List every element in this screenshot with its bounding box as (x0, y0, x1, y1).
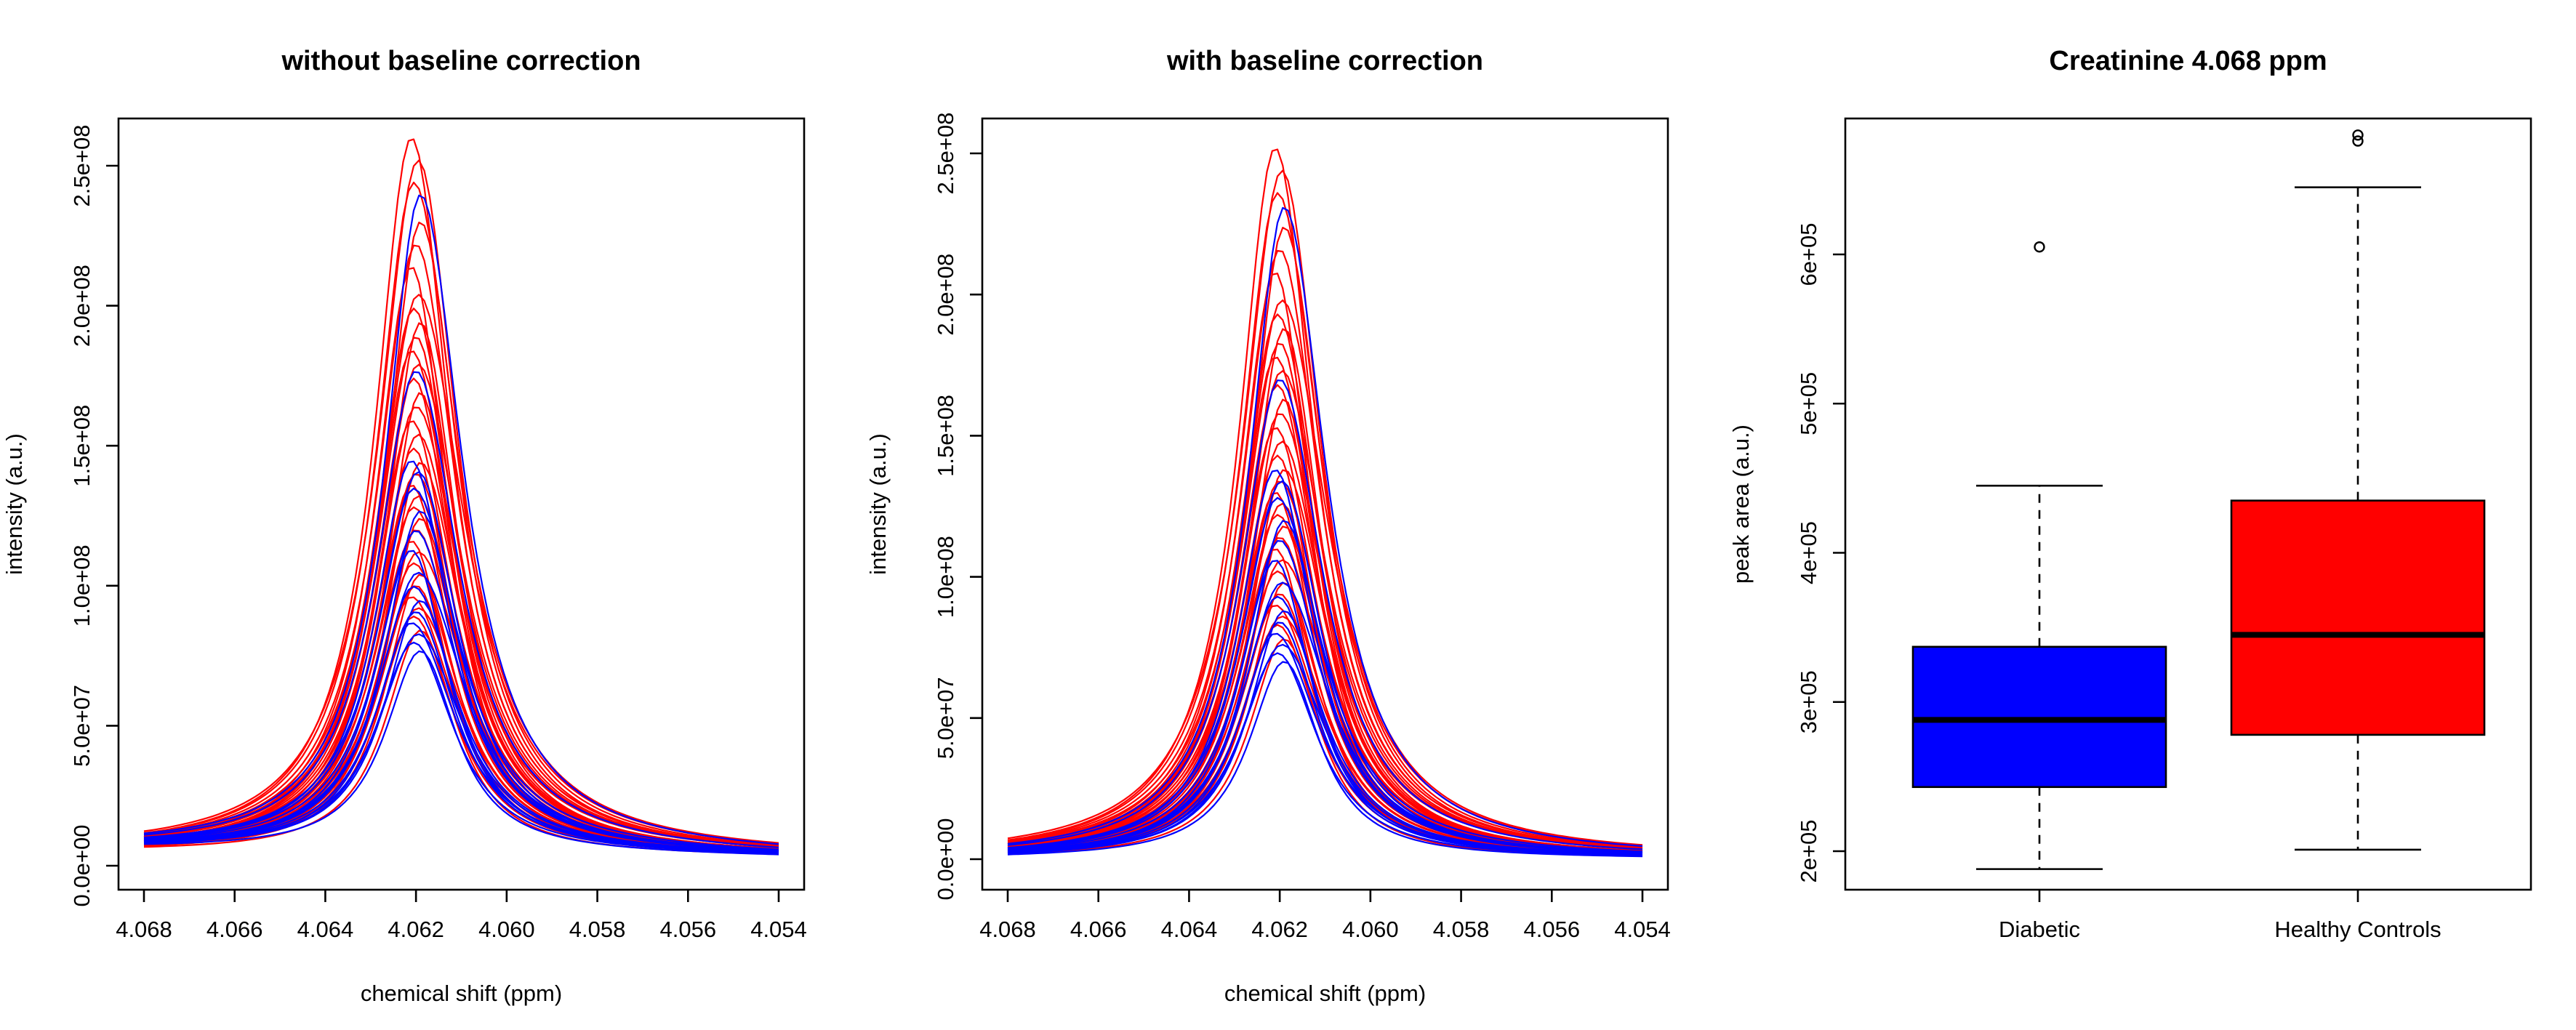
x-tick-label-1-5: 4.058 (1433, 917, 1490, 942)
diabetic-spectrum-line (1007, 470, 1643, 854)
x-axis-label-0: chemical shift (ppm) (361, 981, 562, 1006)
diabetic-spectrum-line (143, 585, 779, 853)
healthy-spectrum-line (1007, 273, 1643, 852)
x-tick-label-0-4: 4.060 (478, 917, 535, 942)
diabetic-spectrum-line (1007, 560, 1643, 856)
healthy-spectrum-line (143, 244, 779, 847)
x-tick-label-0-2: 4.064 (297, 917, 354, 942)
spectra-group-0 (143, 138, 779, 856)
x-tick-label-1-2: 4.064 (1161, 917, 1218, 942)
y-axis-label-2: peak area (a.u.) (1728, 425, 1754, 584)
y-tick-label-1-0: 0.0e+00 (933, 818, 958, 901)
chart-title-2: Creatinine 4.068 ppm (2049, 46, 2327, 76)
healthy-spectrum-line (1007, 192, 1643, 846)
y-tick-label-2-2: 4e+05 (1796, 521, 1821, 584)
healthy-spectrum-line (143, 159, 779, 846)
y-tick-label-1-4: 2.0e+08 (933, 254, 958, 336)
y-tick-label-2-1: 3e+05 (1796, 670, 1821, 733)
chart-title-1: with baseline correction (1166, 46, 1483, 76)
diabetic-spectrum-line (143, 487, 779, 850)
chart-title-0: without baseline correction (281, 46, 641, 76)
healthy-outlier-point (2352, 135, 2364, 147)
healthy-spectrum-line (143, 294, 779, 845)
spectra-group-1 (1007, 148, 1643, 858)
healthy-spectrum-line (143, 181, 779, 844)
diabetic-spectrum-line (1007, 480, 1643, 853)
healthy-box (2230, 499, 2486, 736)
y-tick-label-1-2: 1.0e+08 (933, 536, 958, 618)
healthy-outlier-point (2352, 129, 2364, 141)
y-tick-label-0-1: 5.0e+07 (69, 685, 95, 767)
category-label-healthy: Healthy Controls (2274, 917, 2441, 942)
y-tick-label-0-5: 2.5e+08 (69, 125, 95, 207)
healthy-spectrum-line (1007, 370, 1643, 850)
healthy-spectrum-line (143, 221, 779, 847)
x-tick-label-0-1: 4.066 (206, 917, 263, 942)
diabetic-spectrum-line (1007, 379, 1643, 850)
healthy-spectrum-line (1007, 249, 1643, 849)
diabetic-spectrum-line (143, 471, 779, 852)
diabetic-spectrum-line (1007, 206, 1643, 848)
y-axis-label-1: intensity (a.u.) (865, 433, 891, 575)
y-tick-label-0-3: 1.5e+08 (69, 405, 95, 487)
healthy-spectrum-line (143, 138, 779, 847)
x-tick-label-1-7: 4.054 (1614, 917, 1671, 942)
x-tick-label-1-0: 4.068 (979, 917, 1036, 942)
y-tick-label-2-3: 5e+05 (1796, 372, 1821, 435)
y-tick-label-2-0: 2e+05 (1796, 819, 1821, 882)
diabetic-spectrum-line (143, 194, 779, 845)
plot-frame-2 (1844, 117, 2532, 891)
x-tick-label-0-6: 4.056 (659, 917, 716, 942)
x-tick-label-1-3: 4.062 (1251, 917, 1308, 942)
x-tick-label-0-3: 4.062 (388, 917, 444, 942)
y-tick-label-0-4: 2.0e+08 (69, 265, 95, 347)
diabetic-spectrum-line (143, 371, 779, 848)
healthy-spectrum-line (1007, 169, 1643, 848)
x-axis-label-1: chemical shift (ppm) (1224, 981, 1426, 1006)
y-tick-label-1-3: 1.5e+08 (933, 395, 958, 477)
y-tick-label-2-4: 6e+05 (1796, 222, 1821, 286)
x-tick-label-0-0: 4.068 (116, 917, 172, 942)
x-tick-label-1-6: 4.056 (1523, 917, 1580, 942)
category-label-diabetic: Diabetic (1999, 917, 2080, 942)
x-tick-label-0-5: 4.058 (569, 917, 626, 942)
y-tick-label-0-0: 0.0e+00 (69, 825, 95, 907)
healthy-spectrum-line (143, 350, 779, 848)
diabetic-spectrum-line (1007, 595, 1643, 856)
healthy-spectrum-line (1007, 526, 1643, 854)
x-tick-label-0-7: 4.054 (750, 917, 807, 942)
y-tick-label-0-2: 1.0e+08 (69, 544, 95, 627)
diabetic-spectrum-line (1007, 496, 1643, 853)
healthy-spectrum-line (1007, 148, 1643, 849)
y-axis-label-0: intensity (a.u.) (1, 433, 27, 575)
healthy-spectrum-line (143, 518, 779, 853)
healthy-spectrum-line (1007, 299, 1643, 847)
diabetic-spectrum-line (143, 460, 779, 852)
x-tick-label-1-4: 4.060 (1342, 917, 1399, 942)
plot-frame-0 (117, 117, 806, 891)
y-tick-label-1-1: 5.0e+07 (933, 677, 958, 759)
y-tick-label-1-5: 2.5e+08 (933, 113, 958, 195)
x-tick-label-1-1: 4.066 (1070, 917, 1127, 942)
diabetic-outlier-point (2034, 241, 2045, 253)
plot-frame-1 (981, 117, 1669, 891)
diabetic-box (1911, 645, 2167, 789)
